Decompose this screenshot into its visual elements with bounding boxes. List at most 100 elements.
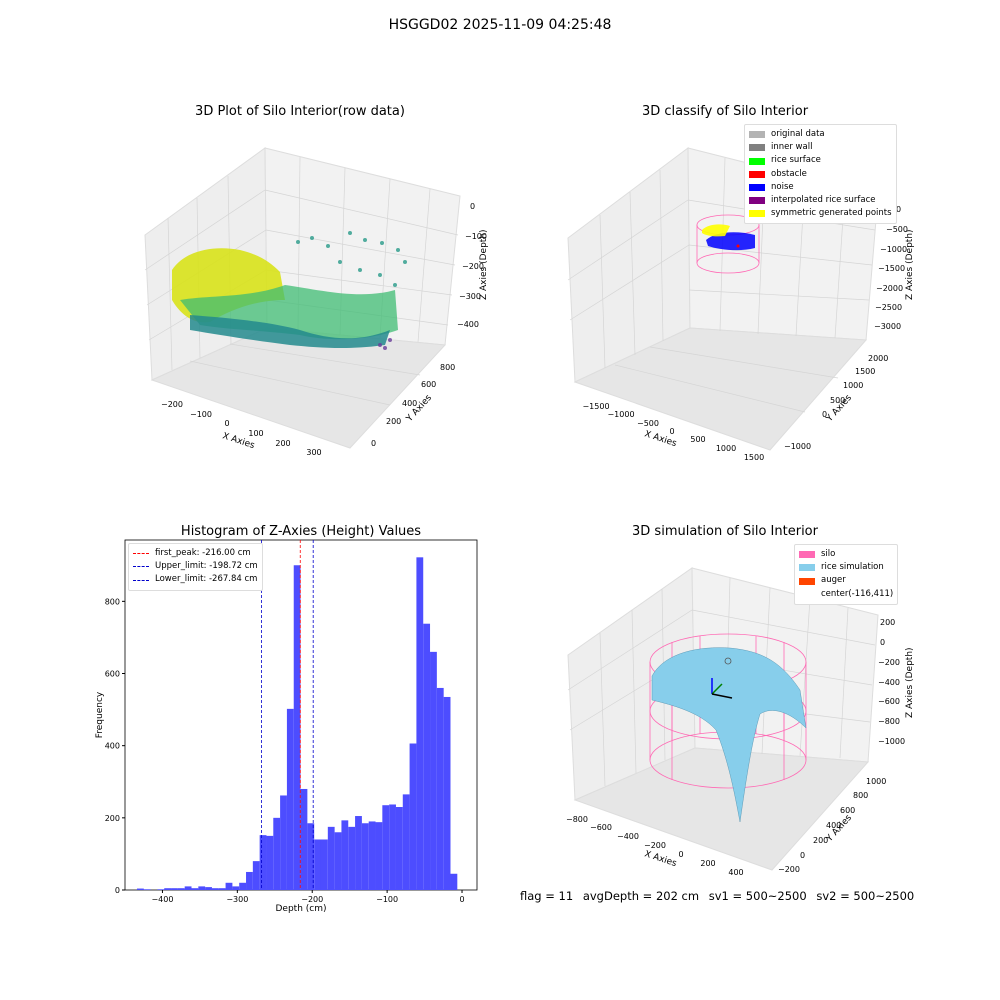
raw-cloud-teal <box>190 315 390 349</box>
histogram-xtick-label: −400 <box>151 895 173 904</box>
histogram-bar <box>314 839 321 890</box>
classify-ztick: 0 <box>896 205 901 214</box>
legend-swatch <box>749 197 765 205</box>
histogram-bar <box>286 708 294 890</box>
histogram-panel-title: Histogram of Z-Axies (Height) Values <box>180 524 422 539</box>
histogram-bar <box>198 886 206 890</box>
raw-xtick: 100 <box>248 429 263 438</box>
raw-panel-title: 3D Plot of Silo Interior(row data) <box>195 104 405 119</box>
status-sv1: sv1 = 500~2500 <box>708 889 807 903</box>
legend-line-swatch <box>133 566 149 568</box>
noise-cluster <box>706 232 755 251</box>
raw-xtick: 300 <box>306 448 321 457</box>
legend-entry: rice simulation <box>799 561 893 574</box>
legend-swatch <box>749 131 765 139</box>
legend-entry: inner wall <box>749 141 892 154</box>
sim-xtick: −200 <box>644 841 666 850</box>
sim-ytick: 200 <box>813 836 828 845</box>
histogram-bar <box>334 832 342 890</box>
histogram-bar <box>211 888 219 890</box>
legend-swatch <box>799 564 815 572</box>
raw-ztick: −300 <box>459 292 481 301</box>
raw-xlabel: X Axies <box>221 431 256 451</box>
simulation-panel-title: 3D simulation of Silo Interior <box>632 524 818 539</box>
histogram-xtick-label: 0 <box>459 895 464 904</box>
legend-label: symmetric generated points <box>771 208 892 219</box>
legend-label: inner wall <box>771 142 813 153</box>
legend-label: Upper_limit: -198.72 cm <box>155 561 258 572</box>
classify-ylabel: Y Axies <box>824 393 854 425</box>
histogram-bar <box>368 821 376 890</box>
raw-ylabel: Y Axies <box>404 393 434 425</box>
histogram-bar <box>430 651 437 890</box>
sim-xtick: 200 <box>700 859 715 868</box>
rice-surface <box>651 647 807 823</box>
legend-entry: obstacle <box>749 168 892 181</box>
histogram-bar <box>266 835 274 890</box>
histogram-bar <box>280 795 287 890</box>
sim-ztick: −200 <box>878 658 900 667</box>
sim-ytick: 800 <box>853 791 868 800</box>
histogram-xlabel: Depth (cm) <box>275 904 326 914</box>
legend-entry: first_peak: -216.00 cm <box>133 547 258 560</box>
legend-swatch <box>749 170 765 178</box>
sim-xtick: −600 <box>590 823 612 832</box>
center-marker-icon <box>724 657 732 665</box>
raw-ytick: 0 <box>371 439 376 448</box>
histogram-bar <box>436 687 444 890</box>
classify-floor-pane <box>573 327 868 451</box>
histogram-ytick-label: 0 <box>115 886 120 895</box>
raw-zlabel: Z Axies (Depth) <box>479 229 489 300</box>
classify-ytick: 1500 <box>855 367 875 376</box>
classify-ztick: −1500 <box>878 264 905 273</box>
legend-label: original data <box>771 129 825 139</box>
legend-label: silo <box>821 549 836 559</box>
histogram-bar <box>143 889 151 890</box>
legend-swatch <box>799 551 815 559</box>
histogram-bar <box>375 822 383 890</box>
classify-xtick: −1000 <box>607 410 634 419</box>
legend-entry: silo <box>799 548 893 561</box>
sim-ytick: 600 <box>840 806 855 815</box>
silo-bottom-ring <box>649 731 807 789</box>
histogram-bar <box>450 873 458 890</box>
histogram-bar <box>307 823 315 890</box>
classify-ztick: −2500 <box>875 303 902 312</box>
sim-ytick: 1000 <box>866 777 886 786</box>
sim-ztick: 0 <box>880 638 885 647</box>
sim-yticks: −200 0 200 400 600 800 1000 <box>778 777 886 874</box>
legend-entry: center(-116,411) <box>799 588 893 601</box>
classify-legend: original data inner wall rice surface ob… <box>744 124 897 225</box>
histogram-bar <box>259 835 267 890</box>
raw-grid <box>144 156 459 406</box>
legend-entry: rice surface <box>749 154 892 167</box>
raw-left-pane <box>144 147 268 381</box>
legend-label: obstacle <box>771 168 807 179</box>
histogram-bar <box>177 888 185 890</box>
sim-ytick: 0 <box>800 851 805 860</box>
histogram-bar <box>395 807 403 890</box>
histogram-bar <box>382 805 390 890</box>
legend-label: rice surface <box>771 155 821 166</box>
raw-point-cloud <box>172 231 407 350</box>
legend-entry: symmetric generated points <box>749 207 892 220</box>
raw-yticks: 0 200 400 600 800 <box>371 363 455 448</box>
histogram-bar <box>232 886 240 890</box>
histogram-bar <box>355 816 362 890</box>
histogram-xtick-label: −200 <box>301 895 323 904</box>
raw-cloud-yellow <box>172 248 285 323</box>
classify-xticks: −1500 −1000 −500 0 500 1000 1500 <box>582 402 764 462</box>
legend-label: noise <box>771 181 794 192</box>
histogram-bar <box>205 887 212 890</box>
classify-yticks: −1000 0 500 1000 1500 2000 <box>784 354 888 451</box>
histogram-bar <box>320 839 328 890</box>
symmetric-cluster <box>702 224 730 237</box>
histogram-bar <box>443 696 451 890</box>
legend-label: rice simulation <box>821 562 884 573</box>
legend-swatch <box>749 157 765 165</box>
histogram-ylabel: Frequency <box>95 691 105 738</box>
histogram-bar <box>361 823 369 890</box>
legend-entry: Lower_limit: -267.84 cm <box>133 573 258 586</box>
silo-mid-ring <box>649 682 807 740</box>
silo-top-ring <box>649 633 807 691</box>
